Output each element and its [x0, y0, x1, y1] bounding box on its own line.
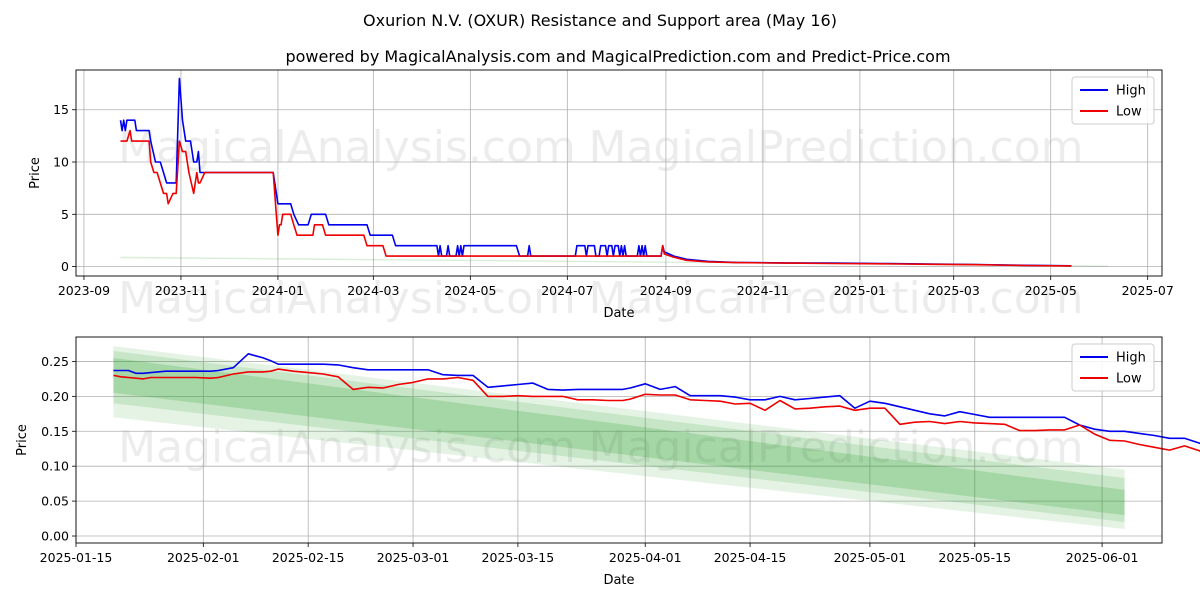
- watermark-text: MagicalPrediction.com: [589, 122, 1084, 173]
- watermark-text: MagicalAnalysis.com: [118, 122, 576, 173]
- watermark-text: MagicalPrediction.com: [589, 273, 1084, 324]
- y-tick-label: 15: [53, 102, 69, 117]
- x-tick-label: 2025-02-15: [272, 550, 345, 565]
- series-line-high: [113, 353, 1200, 445]
- x-tick-label: 2025-06-01: [1066, 550, 1139, 565]
- x-tick-label: 2025-03-01: [377, 550, 450, 565]
- y-tick-label: 0.25: [41, 354, 69, 369]
- legend-label-low: Low: [1116, 105, 1142, 120]
- x-tick-label: 2024-09: [640, 283, 692, 298]
- support-resistance-band: [113, 357, 1125, 516]
- bottom-panel: MagicalAnalysis.com MagicalPrediction.com…: [15, 336, 1200, 588]
- x-axis-label: Date: [603, 306, 634, 321]
- legend-label-low: Low: [1116, 372, 1142, 387]
- y-axis-label: Price: [28, 157, 43, 189]
- x-tick-label: 2024-05: [444, 283, 496, 298]
- x-tick-label: 2025-02-01: [167, 550, 240, 565]
- legend-label-high: High: [1116, 84, 1146, 99]
- top-panel: MagicalAnalysis.com MagicalPrediction.com…: [28, 69, 1174, 324]
- legend-box: [1071, 76, 1155, 125]
- x-tick-label: 2023-11: [155, 283, 207, 298]
- plot-frame: [75, 336, 1163, 544]
- watermark-text: MagicalPrediction.com: [589, 422, 1084, 473]
- watermark-text: MagicalAnalysis.com: [118, 273, 576, 324]
- y-axis-label: Price: [15, 424, 30, 456]
- series-line-low: [120, 129, 1072, 267]
- x-tick-label: 2024-07: [541, 283, 593, 298]
- y-tick-label: 0.10: [41, 459, 69, 474]
- x-tick-label: 2024-03: [347, 283, 399, 298]
- y-tick-label: 0.20: [41, 389, 69, 404]
- legend-label-high: High: [1116, 351, 1146, 366]
- x-tick-label: 2023-09: [58, 283, 110, 298]
- y-tick-label: 5: [61, 207, 69, 222]
- x-axis-label: Date: [603, 573, 634, 588]
- plot-frame: [75, 69, 1163, 277]
- x-tick-label: 2025-07: [1122, 283, 1174, 298]
- x-tick-label: 2025-04-01: [609, 550, 682, 565]
- x-tick-label: 2025-03: [928, 283, 980, 298]
- x-tick-label: 2025-05-01: [834, 550, 907, 565]
- x-tick-label: 2024-11: [737, 283, 789, 298]
- series-line-low: [113, 368, 1200, 453]
- support-resistance-band: [113, 350, 1125, 523]
- x-tick-label: 2025-04-15: [714, 550, 787, 565]
- y-tick-label: 0.00: [41, 529, 69, 544]
- x-tick-label: 2024-01: [252, 283, 304, 298]
- x-tick-label: 2025-05: [1025, 283, 1077, 298]
- x-tick-label: 2025-01: [834, 283, 886, 298]
- x-tick-label: 2025-01-15: [40, 550, 113, 565]
- watermark-text: MagicalAnalysis.com: [118, 422, 576, 473]
- y-tick-label: 0.15: [41, 424, 69, 439]
- support-resistance-band: [113, 346, 1125, 530]
- chart-subtitle: powered by MagicalAnalysis.com and Magic…: [285, 47, 950, 66]
- x-tick-label: 2025-03-15: [482, 550, 555, 565]
- y-tick-label: 0: [61, 259, 69, 274]
- chart-title: Oxurion N.V. (OXUR) Resistance and Suppo…: [363, 11, 837, 30]
- y-tick-label: 10: [53, 155, 69, 170]
- x-tick-label: 2025-05-15: [938, 550, 1011, 565]
- legend-box: [1071, 343, 1155, 392]
- series-line-high: [119, 77, 1072, 267]
- y-tick-label: 0.05: [41, 494, 69, 509]
